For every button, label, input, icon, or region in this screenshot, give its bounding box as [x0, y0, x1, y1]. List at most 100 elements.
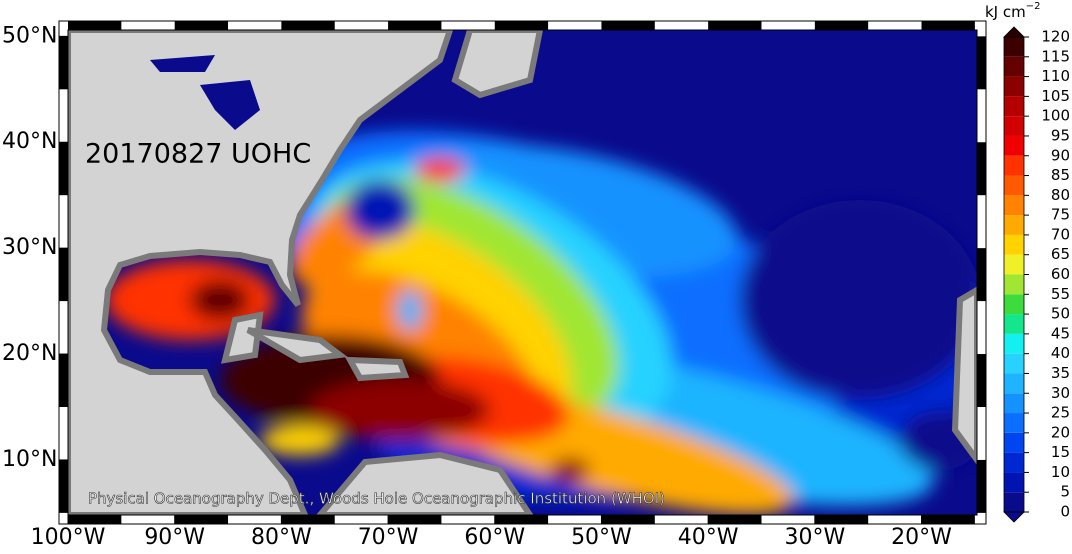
colorbar-band: [1004, 353, 1024, 374]
colorbar-band: [1004, 333, 1024, 354]
colorbar-band: [1004, 76, 1024, 97]
colorbar-tick-label: 75: [1051, 206, 1070, 224]
colorbar-band: [1004, 96, 1024, 117]
colorbar-tick-label: 100: [1041, 107, 1070, 125]
colorbar-band: [1004, 254, 1024, 275]
x-tick-label: 30°W: [784, 525, 845, 550]
x-tick-label: 40°W: [678, 525, 739, 550]
colorbar-band: [1004, 492, 1024, 512]
colorbar-band: [1004, 37, 1024, 57]
colorbar-band: [1004, 413, 1024, 433]
map-frame: [58, 20, 987, 525]
colorbar-unit: kJ cm−2: [985, 1, 1041, 21]
frame-segment: [59, 248, 68, 302]
colorbar-tick-label: 20: [1051, 423, 1070, 441]
frame-segment: [977, 459, 986, 513]
colorbar-tick-label: 40: [1051, 344, 1070, 362]
colorbar-band: [1004, 294, 1024, 315]
colorbar-band: [1004, 373, 1024, 394]
colorbar-tick-label: 70: [1051, 225, 1070, 243]
colorbar-tick-label: 0: [1060, 503, 1070, 521]
frame-segment: [59, 459, 68, 513]
unit-exponent: −2: [1026, 1, 1041, 12]
y-tick-label: 20°N: [2, 341, 57, 366]
colorbar-tick-label: 5: [1060, 483, 1070, 501]
frame-segment: [68, 21, 122, 30]
frame-segment: [388, 515, 442, 524]
colorbar-tick-label: 120: [1041, 28, 1070, 46]
frame-segment: [814, 515, 869, 524]
colorbar-tick-label: 35: [1051, 364, 1070, 382]
frame-segment: [174, 515, 229, 524]
colorbar-over: [1003, 26, 1025, 38]
colorbar-band: [1004, 452, 1024, 473]
x-tick-label: 20°W: [891, 525, 952, 550]
frame-segment: [921, 515, 975, 524]
colorbar-band: [1004, 215, 1024, 235]
colorbar-tick-label: 80: [1051, 186, 1070, 204]
colorbar-band: [1004, 314, 1024, 334]
colorbar-tick-label: 10: [1051, 463, 1070, 481]
frame-segment: [281, 21, 335, 30]
frame-segment: [977, 248, 986, 302]
map-label: 20170827 UOHC: [85, 139, 311, 170]
frame-segment: [59, 36, 68, 90]
y-tick-label: 40°N: [2, 129, 57, 154]
colorbar-band: [1004, 274, 1024, 295]
frame-segment: [977, 142, 986, 196]
frame-segment: [601, 21, 655, 30]
colorbar-band: [1004, 175, 1024, 196]
frame-segment: [388, 21, 442, 30]
colorbar-tick-label: 65: [1051, 245, 1070, 263]
map-field: [68, 30, 977, 515]
colorbar-tick-label: 115: [1041, 47, 1070, 65]
colorbar-band: [1004, 56, 1024, 77]
frame-segment: [59, 354, 68, 407]
credit: Physical Oceanography Dept., Woods Hole …: [88, 490, 665, 508]
colorbar-band: [1004, 432, 1024, 453]
frame-segment: [281, 515, 335, 524]
colorbar-band: [1004, 393, 1024, 414]
colorbar-under: [1003, 511, 1025, 523]
x-tick-label: 90°W: [144, 525, 205, 550]
y-tick-label: 30°N: [2, 235, 57, 260]
colorbar-tick-label: 30: [1051, 384, 1070, 402]
colorbar: 0510152025303540455055606570758085909510…: [1003, 26, 1070, 523]
colorbar-tick-label: 60: [1051, 265, 1070, 283]
lakes: [150, 55, 260, 130]
frame-segment: [977, 354, 986, 407]
colorbar-tick-label: 105: [1041, 87, 1070, 105]
x-tick-label: 70°W: [358, 525, 419, 550]
x-tick-label: 80°W: [251, 525, 312, 550]
frame-segment: [921, 21, 975, 30]
colorbar-band: [1004, 155, 1024, 176]
frame-segment: [59, 142, 68, 196]
frame-segment: [814, 21, 869, 30]
colorbar-band: [1004, 195, 1024, 216]
frame-outline: [58, 20, 987, 525]
frame-segment: [494, 515, 549, 524]
land: [68, 30, 977, 515]
colorbar-tick-label: 15: [1051, 443, 1070, 461]
colorbar-band: [1004, 234, 1024, 255]
frame-inner: [67, 29, 978, 516]
colorbar-tick-label: 110: [1041, 67, 1070, 85]
colorbar-tick-label: 55: [1051, 285, 1070, 303]
frame-segment: [601, 515, 655, 524]
colorbar-band: [1004, 135, 1024, 156]
colorbar-tick-label: 85: [1051, 166, 1070, 184]
frame-segment: [977, 36, 986, 90]
colorbar-tick-label: 90: [1051, 146, 1070, 164]
x-tick-label: 50°W: [571, 525, 632, 550]
colorbar-tick-label: 25: [1051, 404, 1070, 422]
y-tick-label: 50°N: [2, 23, 57, 48]
colorbar-band: [1004, 472, 1024, 493]
frame-segment: [494, 21, 549, 30]
y-tick-label: 10°N: [2, 447, 57, 472]
frame-segment: [708, 515, 762, 524]
colorbar-tick-label: 95: [1051, 126, 1070, 144]
frame-segment: [68, 515, 122, 524]
x-tick-label: 60°W: [464, 525, 525, 550]
frame-segment: [174, 21, 229, 30]
